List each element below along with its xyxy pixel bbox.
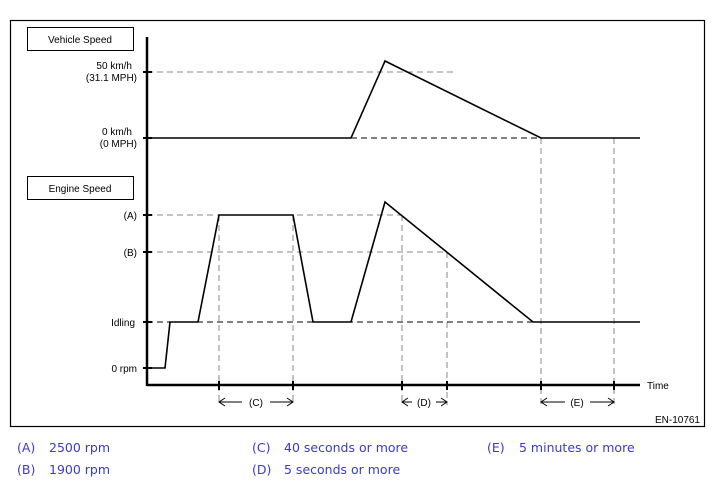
interval-d-label: (D): [417, 398, 431, 409]
legend-item-b: (B) 1900 rpm: [17, 462, 111, 477]
tick-50kmh: 50 km/h: [96, 61, 132, 72]
interval-e-label: (E): [570, 398, 583, 409]
engine-speed-title-box: [27, 176, 134, 200]
axis-ticks: [143, 71, 615, 390]
time-label: Time: [647, 381, 669, 392]
legend-item-a: (A) 2500 rpm: [17, 440, 111, 455]
tick-idling: Idling: [111, 318, 135, 329]
frame: [9, 19, 706, 428]
tick-0kmh: 0 km/h: [102, 127, 132, 138]
legend-item-c: (C) 40 seconds or more: [252, 440, 409, 455]
figure-id: EN-10761: [655, 415, 700, 426]
guide-lines: [147, 71, 615, 405]
tick-50kmh-mph: (31.1 MPH): [86, 73, 137, 84]
vehicle-speed-curve: [147, 59, 640, 139]
baseline-dashes: [147, 137, 541, 323]
legend-item-d: (D) 5 seconds or more: [252, 462, 401, 477]
engine-speed-title: Engine Speed: [49, 184, 112, 195]
tick-0rpm: 0 rpm: [111, 364, 137, 375]
tick-a: (A): [124, 211, 137, 222]
engine-speed-curve: [147, 200, 640, 369]
vehicle-speed-title: Vehicle Speed: [48, 35, 112, 46]
interval-arrows: [218, 397, 615, 407]
tick-0kmh-mph: (0 MPH): [100, 139, 137, 150]
interval-c-label: (C): [249, 398, 263, 409]
vehicle-speed-title-box: [27, 27, 134, 51]
legend-item-e: (E) 5 minutes or more: [487, 440, 635, 455]
tick-b: (B): [124, 248, 137, 259]
